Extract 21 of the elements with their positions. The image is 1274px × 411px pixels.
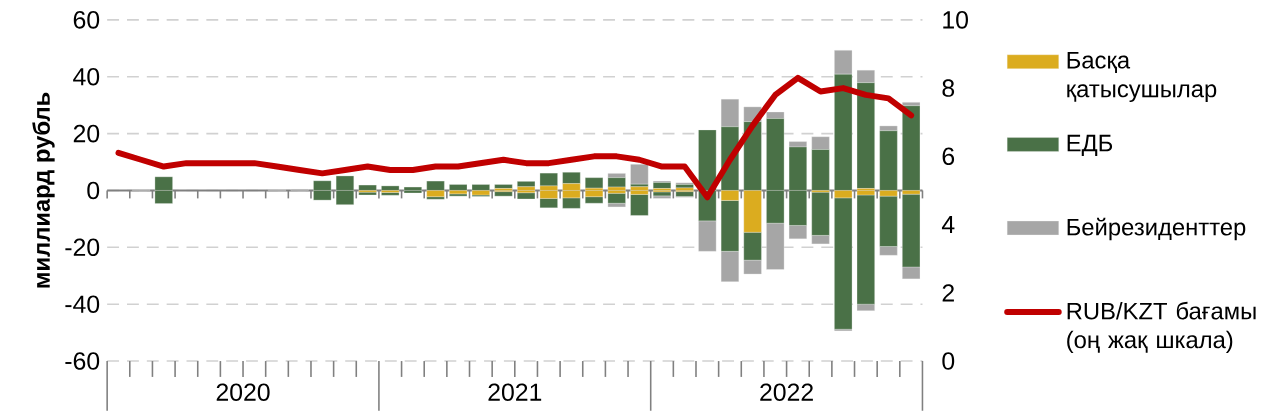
y-tick-label: 20 <box>73 124 100 143</box>
y-tick-label: 40 <box>73 67 100 86</box>
y-tick-label: -20 <box>65 238 100 256</box>
y-tick-label: -40 <box>65 295 100 313</box>
y2-tick-label: 10 <box>943 10 968 29</box>
y-axis-title: миллиард рубль <box>32 92 55 288</box>
y2-tick-label: 8 <box>942 79 955 97</box>
y2-tick-label: 2 <box>942 283 954 302</box>
legend-label: Басқа қатысушылар <box>1067 51 1217 102</box>
legend-label: RUB/KZT бағамы (оң жақ шкала) <box>1067 301 1256 353</box>
text: 2022 <box>760 383 813 401</box>
y2-tick-label: 6 <box>942 147 955 165</box>
y2-tick-label: 0 <box>942 352 955 370</box>
legend-label: Бейрезиденттер <box>1067 217 1246 241</box>
y-tick-label: -60 <box>65 352 100 370</box>
legend-label: ЕДБ <box>1067 134 1113 156</box>
y2-tick-label: 4 <box>941 215 955 233</box>
text: 2021 <box>488 383 542 401</box>
text: 2020 <box>216 383 270 401</box>
y-tick-label: 60 <box>73 10 100 29</box>
y-tick-label: 0 <box>87 181 100 200</box>
